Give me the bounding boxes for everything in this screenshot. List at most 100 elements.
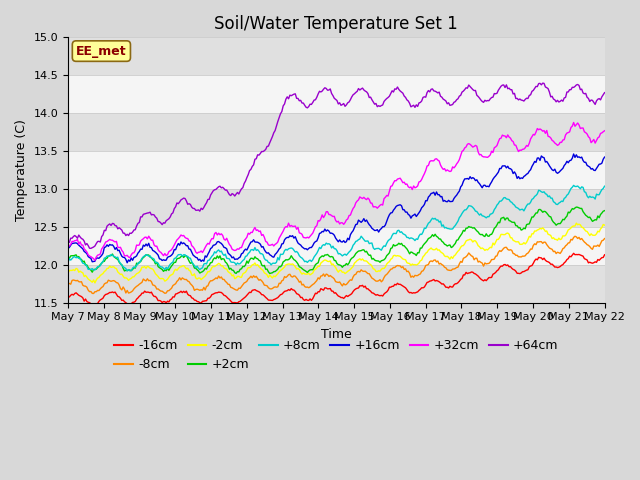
+64cm bbox=[130, 227, 138, 233]
Title: Soil/Water Temperature Set 1: Soil/Water Temperature Set 1 bbox=[214, 15, 458, 33]
X-axis label: Time: Time bbox=[321, 328, 351, 341]
+8cm bbox=[278, 252, 285, 257]
-16cm bbox=[403, 287, 411, 292]
-2cm bbox=[241, 270, 248, 276]
+16cm bbox=[403, 209, 411, 215]
Bar bbox=[68, 265, 605, 303]
+2cm bbox=[573, 204, 580, 210]
-2cm bbox=[64, 270, 72, 276]
Bar bbox=[68, 189, 605, 227]
Line: +64cm: +64cm bbox=[68, 83, 605, 248]
+16cm bbox=[241, 248, 248, 253]
+8cm bbox=[64, 259, 72, 265]
-2cm bbox=[453, 250, 461, 256]
Text: EE_met: EE_met bbox=[76, 45, 127, 58]
+8cm bbox=[403, 235, 411, 240]
+16cm bbox=[456, 188, 463, 194]
+16cm bbox=[601, 154, 609, 160]
+32cm bbox=[601, 128, 609, 133]
+8cm bbox=[601, 183, 609, 189]
Bar bbox=[68, 151, 605, 189]
+8cm bbox=[453, 220, 461, 226]
+64cm bbox=[539, 80, 547, 86]
-2cm bbox=[278, 266, 285, 272]
Line: -8cm: -8cm bbox=[68, 236, 605, 293]
+64cm bbox=[403, 97, 411, 103]
+64cm bbox=[64, 240, 72, 245]
Line: -2cm: -2cm bbox=[68, 223, 605, 283]
-8cm bbox=[241, 280, 248, 286]
Line: +16cm: +16cm bbox=[68, 154, 605, 263]
Y-axis label: Temperature (C): Temperature (C) bbox=[15, 119, 28, 221]
-16cm bbox=[241, 295, 248, 301]
+64cm bbox=[241, 180, 248, 186]
+16cm bbox=[453, 192, 461, 198]
+8cm bbox=[130, 264, 138, 270]
-16cm bbox=[278, 291, 285, 297]
+32cm bbox=[64, 243, 72, 249]
-2cm bbox=[573, 220, 580, 226]
-2cm bbox=[601, 222, 609, 228]
+2cm bbox=[64, 257, 72, 263]
Bar bbox=[68, 75, 605, 113]
+64cm bbox=[278, 108, 285, 114]
Line: -16cm: -16cm bbox=[68, 253, 605, 304]
-8cm bbox=[456, 261, 463, 267]
+8cm bbox=[570, 182, 577, 188]
-16cm bbox=[125, 301, 132, 307]
+8cm bbox=[124, 268, 131, 274]
-8cm bbox=[571, 233, 579, 239]
Line: +8cm: +8cm bbox=[68, 185, 605, 271]
+16cm bbox=[124, 260, 131, 265]
+32cm bbox=[403, 181, 411, 187]
Line: +32cm: +32cm bbox=[68, 122, 605, 261]
-2cm bbox=[456, 247, 463, 253]
Legend: -16cm, -8cm, -2cm, +2cm, +8cm, +16cm, +32cm, +64cm: -16cm, -8cm, -2cm, +2cm, +8cm, +16cm, +3… bbox=[109, 334, 563, 376]
+2cm bbox=[129, 266, 136, 272]
+2cm bbox=[601, 208, 609, 214]
-8cm bbox=[278, 278, 285, 284]
+64cm bbox=[456, 93, 463, 99]
+2cm bbox=[456, 234, 463, 240]
-16cm bbox=[570, 251, 577, 256]
+2cm bbox=[239, 264, 246, 269]
+2cm bbox=[266, 271, 273, 276]
-8cm bbox=[90, 290, 97, 296]
-8cm bbox=[453, 264, 461, 270]
Line: +2cm: +2cm bbox=[68, 207, 605, 274]
+8cm bbox=[241, 257, 248, 263]
+2cm bbox=[278, 263, 285, 268]
+16cm bbox=[130, 254, 138, 260]
+64cm bbox=[87, 245, 95, 251]
-16cm bbox=[456, 278, 463, 284]
+32cm bbox=[278, 230, 285, 236]
+32cm bbox=[456, 156, 463, 162]
+64cm bbox=[453, 97, 461, 103]
+64cm bbox=[601, 90, 609, 96]
+16cm bbox=[278, 241, 285, 247]
+16cm bbox=[64, 246, 72, 252]
-16cm bbox=[453, 281, 461, 287]
+8cm bbox=[456, 215, 463, 220]
+32cm bbox=[130, 250, 138, 256]
-8cm bbox=[403, 269, 411, 275]
-16cm bbox=[64, 294, 72, 300]
-8cm bbox=[130, 286, 138, 292]
Bar bbox=[68, 227, 605, 265]
+32cm bbox=[241, 238, 248, 243]
+32cm bbox=[453, 161, 461, 167]
+32cm bbox=[570, 120, 577, 125]
-2cm bbox=[403, 260, 411, 265]
-2cm bbox=[91, 280, 99, 286]
Bar bbox=[68, 37, 605, 75]
-16cm bbox=[130, 300, 138, 305]
+32cm bbox=[91, 258, 99, 264]
-8cm bbox=[64, 281, 72, 287]
-8cm bbox=[601, 236, 609, 241]
+2cm bbox=[403, 246, 411, 252]
-2cm bbox=[130, 274, 138, 280]
Bar bbox=[68, 113, 605, 151]
+16cm bbox=[570, 151, 577, 157]
+2cm bbox=[453, 237, 461, 243]
-16cm bbox=[601, 252, 609, 258]
